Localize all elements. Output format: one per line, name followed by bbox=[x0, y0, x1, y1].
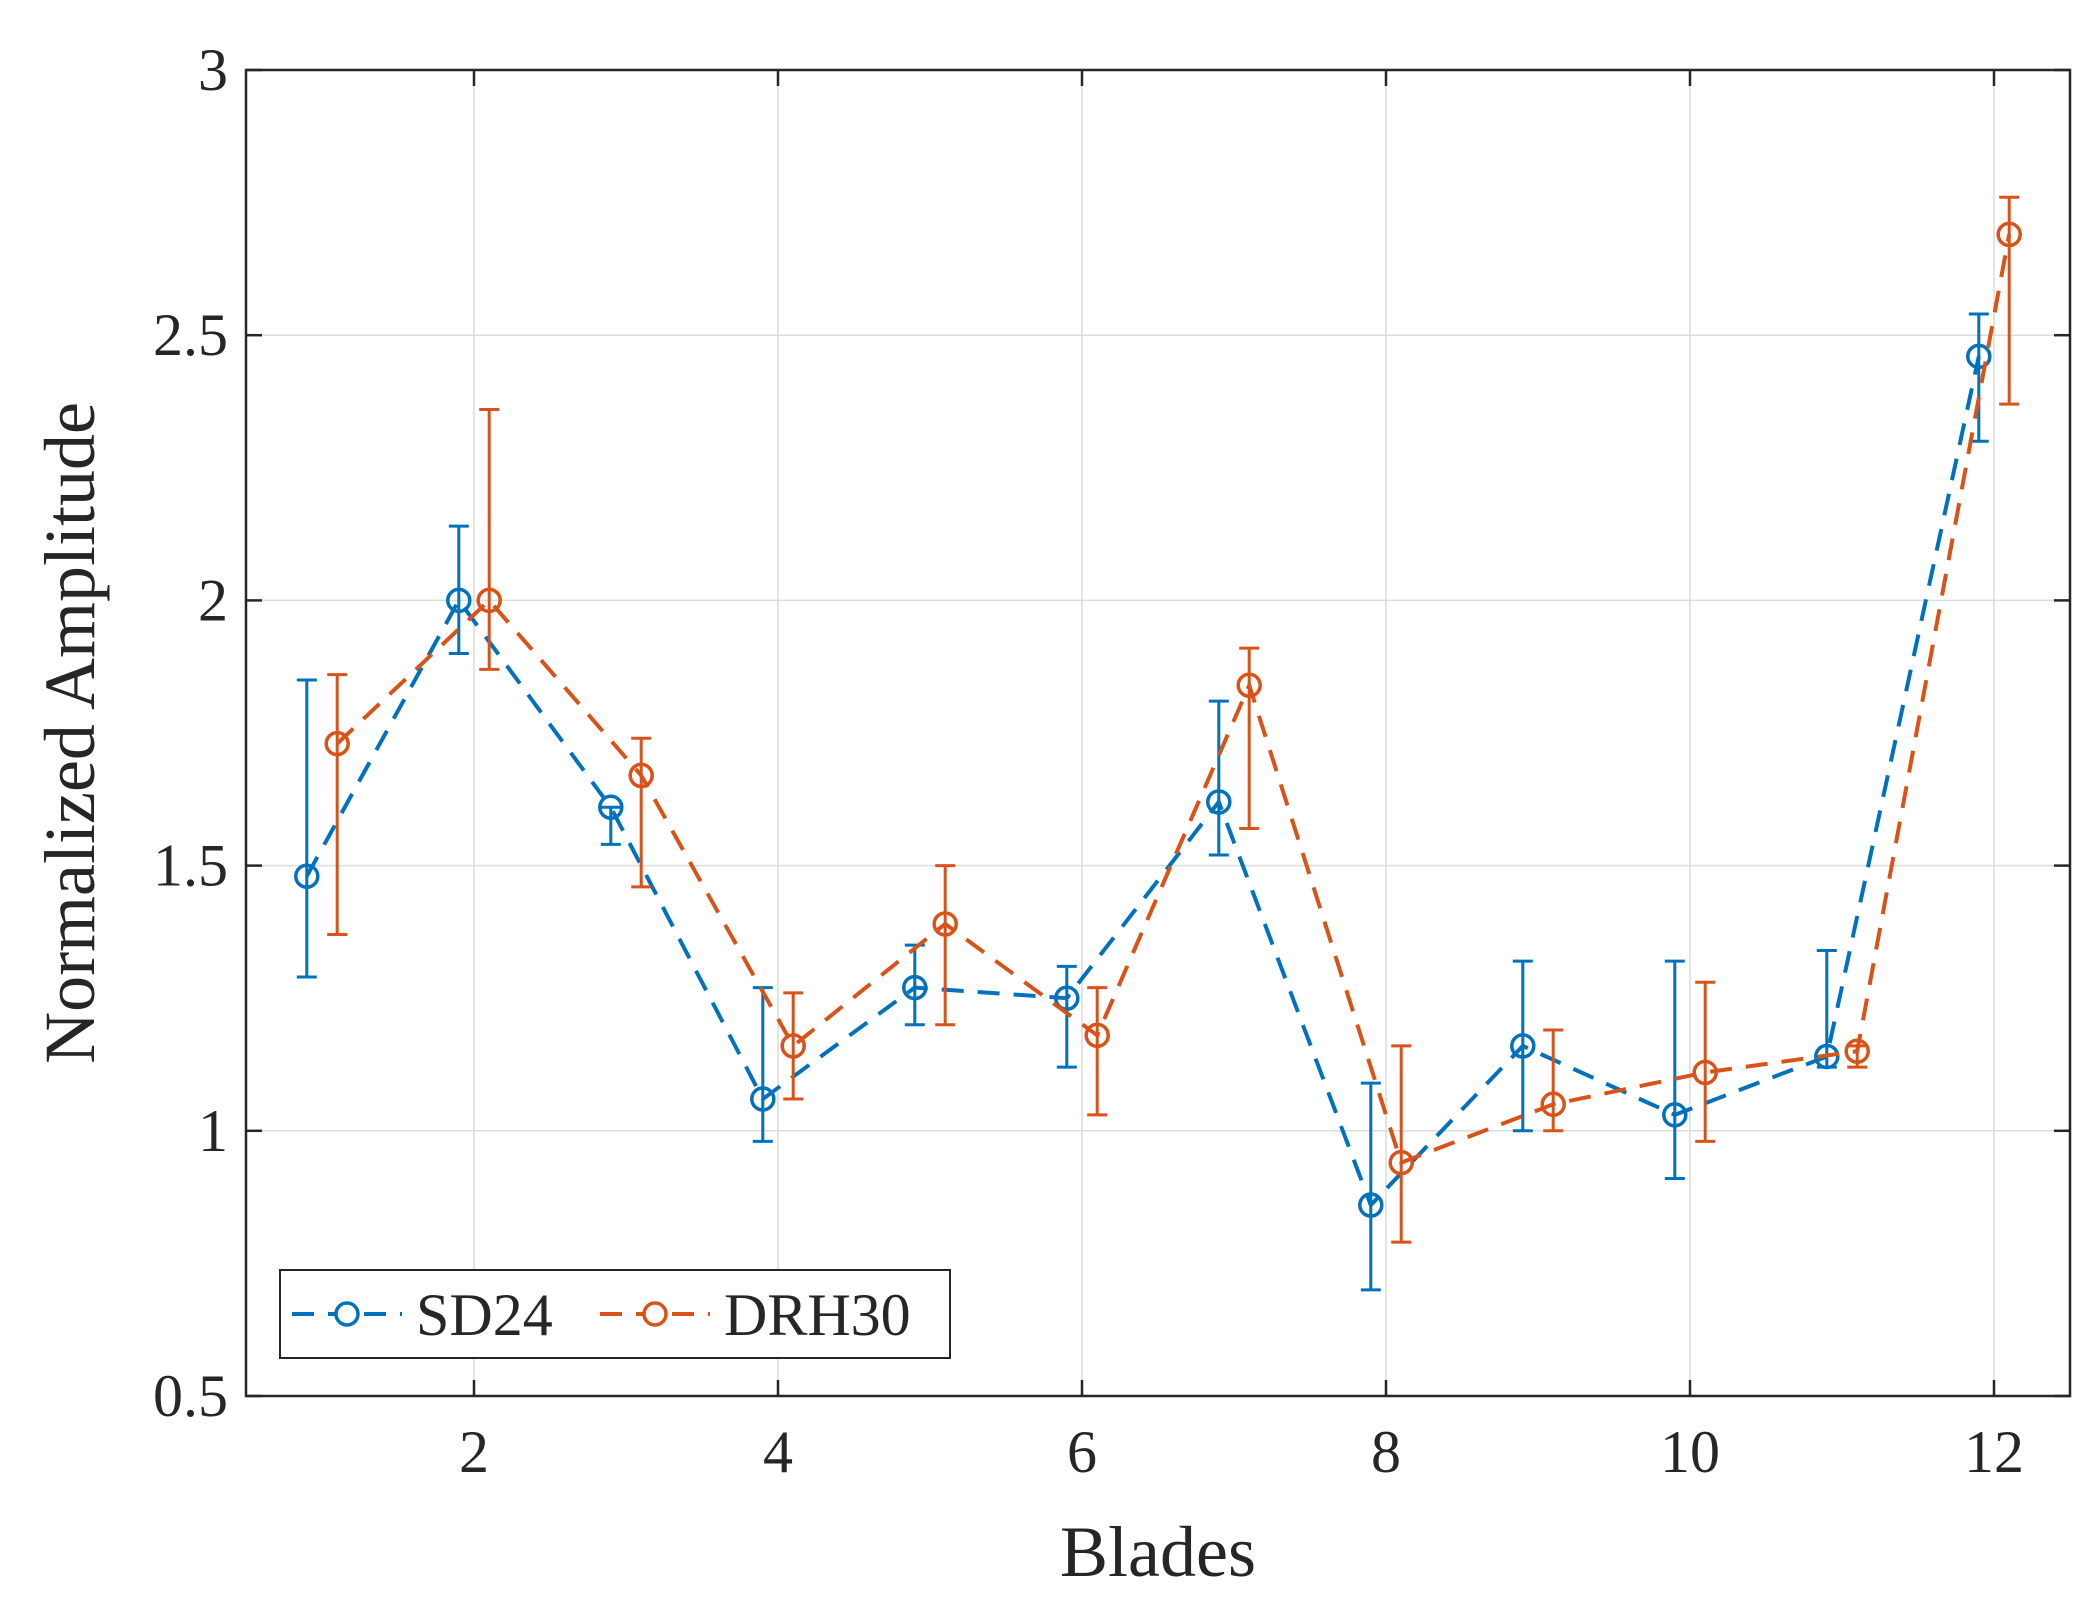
tick-layer: 2 4 6 8 10 12 0.5 1 1.5 2 2.5 3 bbox=[153, 37, 2070, 1485]
data-point bbox=[1084, 1022, 1110, 1049]
y-tick-label: 1 bbox=[198, 1098, 228, 1164]
data-point bbox=[1844, 1038, 1870, 1064]
data-point bbox=[1388, 1149, 1414, 1176]
x-tick-label: 12 bbox=[1964, 1419, 2024, 1485]
axes-box bbox=[244, 68, 2072, 1398]
data-point bbox=[750, 1086, 776, 1112]
series-DRH30 bbox=[324, 195, 2022, 1244]
data-point bbox=[1540, 1091, 1566, 1118]
y-tick-label: 0.5 bbox=[153, 1363, 228, 1429]
data-point bbox=[1662, 1102, 1688, 1128]
data-point bbox=[598, 794, 624, 821]
data-point bbox=[1692, 1059, 1718, 1086]
x-tick-label: 2 bbox=[459, 1419, 489, 1485]
legend-entry-DRH30: DRH30 bbox=[600, 1282, 911, 1348]
data-point bbox=[476, 587, 502, 614]
data-point bbox=[1236, 672, 1262, 699]
data-point bbox=[628, 762, 654, 789]
legend-entry-SD24: SD24 bbox=[292, 1282, 553, 1348]
series-line-DRH30 bbox=[335, 234, 2012, 1166]
data-point bbox=[902, 974, 928, 1001]
data-point bbox=[1206, 789, 1232, 815]
data-point bbox=[1966, 343, 1992, 370]
data-point bbox=[1358, 1192, 1384, 1218]
data-point bbox=[780, 1033, 806, 1059]
y-tick-label: 2 bbox=[198, 567, 228, 633]
series-SD24 bbox=[294, 312, 1992, 1292]
data-point bbox=[1510, 1033, 1536, 1059]
data-point bbox=[932, 911, 958, 937]
data-point bbox=[446, 587, 472, 614]
x-tick-label: 10 bbox=[1660, 1419, 1720, 1485]
legend-marker bbox=[642, 1301, 668, 1327]
x-tick-label: 4 bbox=[763, 1419, 793, 1485]
y-axis-label: Normalized Amplitude bbox=[30, 402, 110, 1064]
data-point bbox=[1996, 221, 2022, 248]
data-point bbox=[324, 730, 350, 757]
data-point bbox=[294, 863, 320, 889]
legend-marker bbox=[334, 1301, 360, 1327]
x-axis-label: Blades bbox=[1060, 1512, 1256, 1592]
data-point bbox=[1814, 1043, 1840, 1070]
y-tick-label: 3 bbox=[198, 37, 228, 103]
legend-label: SD24 bbox=[416, 1282, 553, 1348]
x-tick-label: 8 bbox=[1371, 1419, 1401, 1485]
data-point bbox=[1054, 985, 1080, 1011]
legend-label: DRH30 bbox=[724, 1282, 911, 1348]
y-tick-label: 1.5 bbox=[153, 833, 228, 899]
x-tick-label: 6 bbox=[1067, 1419, 1097, 1485]
series-layer bbox=[294, 195, 2022, 1292]
y-tick-label: 2.5 bbox=[153, 302, 228, 368]
legend: SD24 DRH30 bbox=[279, 1269, 951, 1359]
